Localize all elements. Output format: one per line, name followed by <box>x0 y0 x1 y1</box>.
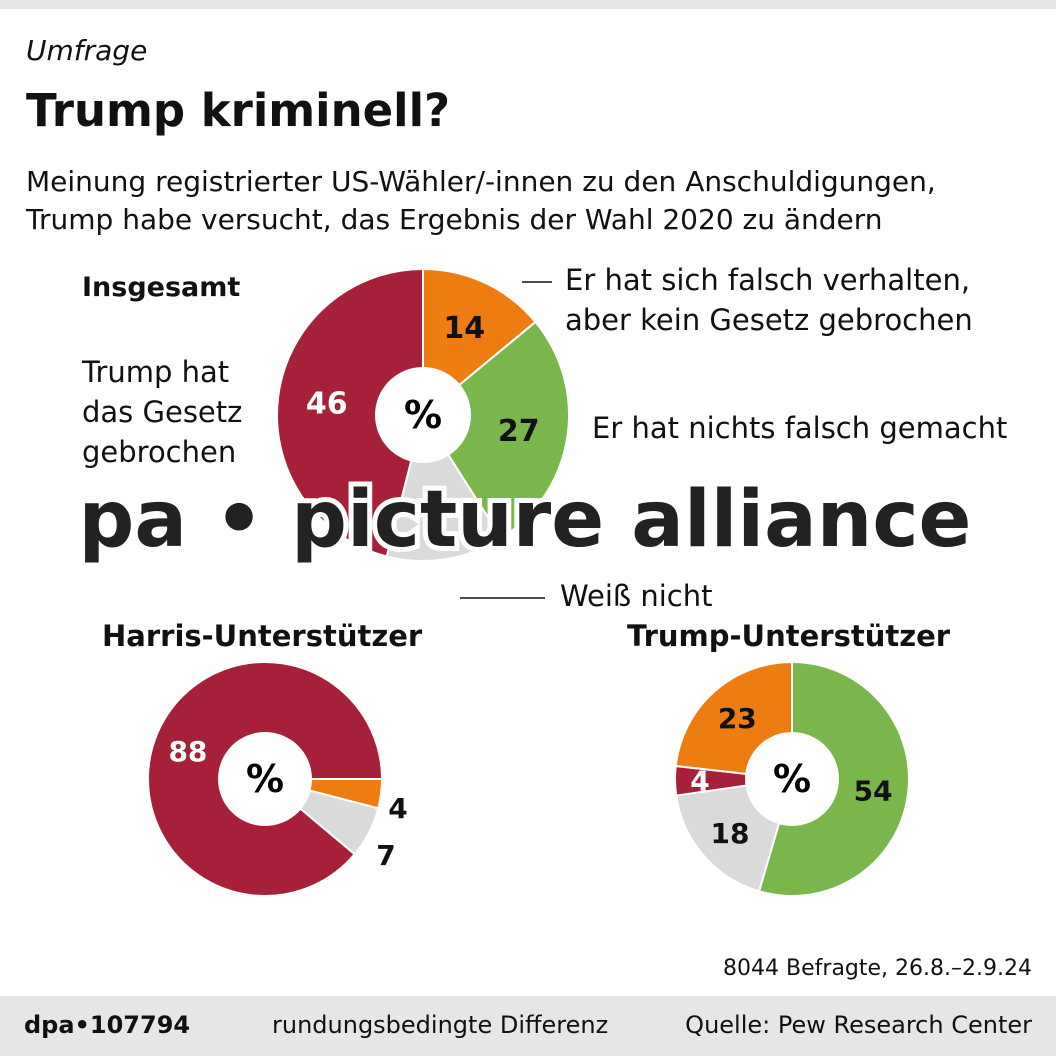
slice-nothing <box>421 320 570 540</box>
unit-label: % <box>246 757 284 801</box>
slice-broke_law <box>276 267 424 558</box>
slice-label: 54 <box>854 775 893 808</box>
legend-broke-law: Trump hat das Gesetz gebrochen <box>82 355 243 469</box>
footer <box>0 996 1056 1056</box>
slice-label: 18 <box>711 817 750 850</box>
source: Quelle: Pew Research Center <box>685 1011 1032 1039</box>
pie-title-harris: Harris-Unterstützer <box>102 619 423 653</box>
footnote: 8044 Befragte, 26.8.–2.9.24 <box>723 956 1032 981</box>
slice-label: 4 <box>388 792 407 825</box>
chart-title: Trump kriminell? <box>26 84 451 137</box>
subtitle: Meinung registrierter US-Wähler/-innen z… <box>26 165 936 236</box>
kicker: Umfrage <box>26 34 148 67</box>
slice-label: 46 <box>306 387 348 422</box>
legend-nothing: Er hat nichts falsch gemacht <box>592 411 1008 445</box>
slice-label: 23 <box>718 702 757 735</box>
slice-label: 7 <box>376 839 395 872</box>
slice-label: 88 <box>168 735 207 768</box>
donut-hole <box>745 732 839 826</box>
slice-label: 27 <box>498 414 540 449</box>
rounding-note: rundungsbedingte Differenz <box>272 1011 609 1039</box>
pie-title-trump: Trump-Unterstützer <box>627 619 951 653</box>
donut-hole <box>218 732 312 826</box>
slice-label: 14 <box>443 311 485 346</box>
unit-label: % <box>773 757 811 801</box>
legend-wrong: Er hat sich falsch verhalten, aber kein G… <box>565 263 973 337</box>
donut-hole <box>375 367 471 463</box>
dpa-id: dpa•107794 <box>24 1011 191 1039</box>
unit-label: % <box>404 393 442 437</box>
legend-dont-know: Weiß nicht <box>560 579 713 613</box>
pie-title-total: Insgesamt <box>82 272 241 303</box>
watermark-text: pa • picture alliance <box>79 475 972 565</box>
top-bar <box>0 0 1056 9</box>
slice-label: 4 <box>690 765 709 798</box>
